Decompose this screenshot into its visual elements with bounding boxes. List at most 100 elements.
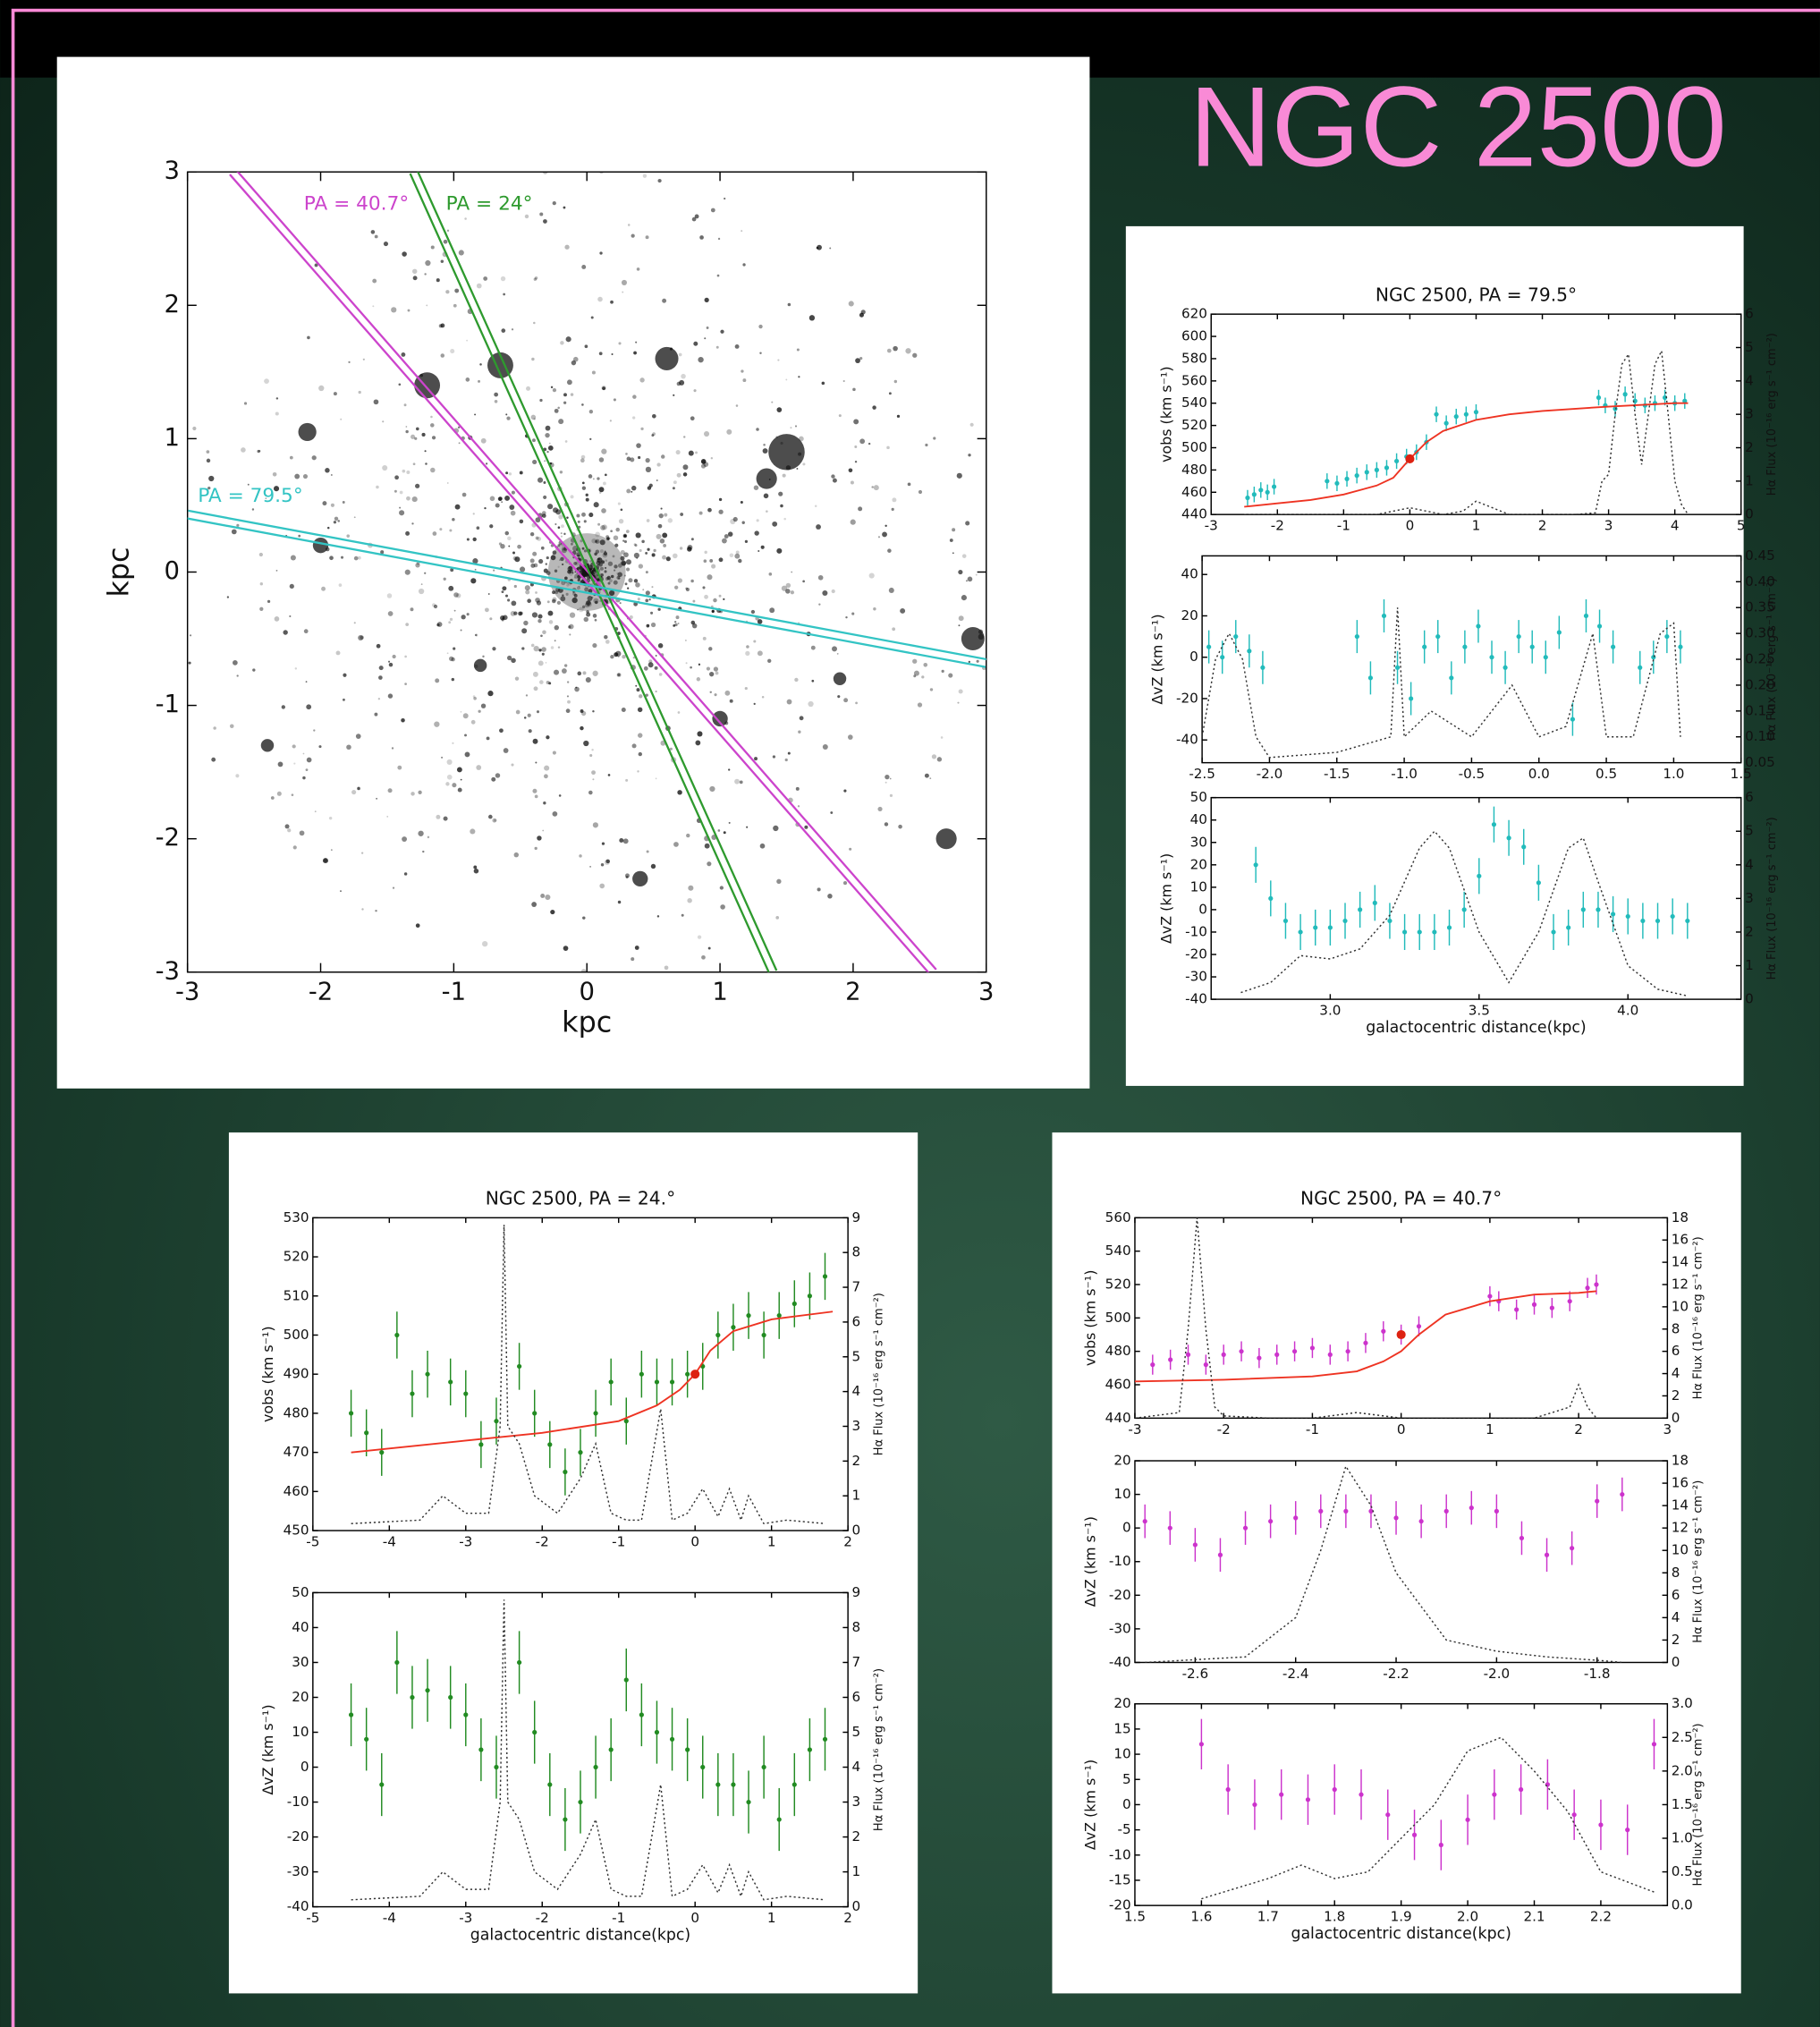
data-point: [1257, 1355, 1262, 1361]
y2-tick-label: 1: [1745, 957, 1754, 973]
galaxy-speck: [785, 378, 788, 381]
galaxy-speck: [501, 328, 506, 333]
data-point: [563, 1469, 568, 1475]
y-tick-label: 540: [1105, 1242, 1131, 1259]
galaxy-speck: [535, 517, 541, 523]
galaxy-speck: [592, 614, 597, 618]
galaxy-speck: [446, 482, 449, 484]
data-point: [1567, 1299, 1572, 1304]
galaxy-speck: [513, 611, 518, 615]
galaxy-speck: [796, 348, 800, 352]
galaxy-speck: [593, 502, 599, 508]
data-point: [1417, 929, 1422, 935]
y-tick-label: 20: [292, 1689, 309, 1705]
data-point: [1566, 925, 1571, 930]
galaxy-speck: [913, 674, 917, 678]
galaxy-speck: [638, 694, 643, 699]
galaxy-speck: [476, 526, 480, 530]
galaxy-speck: [406, 496, 411, 501]
galaxy-speck: [538, 614, 543, 619]
data-point: [1401, 929, 1408, 935]
galaxy-speck: [458, 442, 461, 445]
galaxy-speck: [783, 517, 786, 521]
data-point: [1242, 1525, 1249, 1531]
galaxy-speck: [831, 474, 835, 479]
galaxy-speck: [430, 467, 436, 473]
galaxy-speck: [538, 660, 544, 666]
data-point: [1514, 1307, 1519, 1312]
galaxy-speck: [450, 568, 454, 572]
x-tick-label: 1.0: [1663, 766, 1684, 782]
galaxy-speck: [448, 585, 454, 591]
galaxy-speck: [392, 654, 396, 659]
galaxy-speck: [741, 369, 744, 373]
galaxy-speck: [355, 734, 361, 739]
galaxy-speck: [402, 836, 408, 842]
y2-tick-label: 3: [851, 1794, 860, 1810]
galaxy-speck: [605, 473, 607, 477]
y-tick-label: 0: [1189, 649, 1198, 665]
data-point: [1334, 480, 1340, 486]
galaxy-speck: [680, 513, 684, 516]
data-point: [1432, 929, 1437, 935]
galaxy-speck: [452, 783, 457, 788]
galaxy-speck: [653, 548, 656, 553]
galaxy-speck: [533, 277, 538, 281]
galaxy-speck: [405, 530, 411, 536]
galaxy-speck: [610, 300, 614, 304]
galaxy-speck: [821, 381, 825, 386]
data-point: [1318, 1508, 1324, 1514]
galaxy-speck: [292, 744, 296, 749]
galaxy-speck: [430, 423, 435, 428]
galaxy-speck: [554, 522, 557, 526]
galaxy-speck: [465, 377, 470, 382]
y2-tick-label: 8: [851, 1619, 860, 1635]
data-point: [623, 1677, 629, 1683]
galaxy-speck: [404, 683, 407, 686]
galaxy-speck: [628, 578, 633, 583]
galaxy-speck: [440, 259, 444, 263]
galaxy-speck: [386, 816, 389, 818]
galaxy-speck: [500, 276, 506, 282]
galaxy-speck: [898, 824, 902, 829]
galaxy-speck: [414, 437, 418, 440]
data-point: [731, 1782, 736, 1787]
galaxy-speck: [871, 486, 874, 488]
galaxy-speck: [340, 556, 344, 559]
galaxy-speck: [425, 259, 431, 267]
galaxy-speck: [277, 761, 284, 768]
galaxy-speck: [407, 309, 411, 312]
data-point: [1596, 623, 1603, 629]
galaxy-speck: [480, 703, 487, 708]
hii-region: [312, 537, 329, 554]
galaxy-speck: [542, 829, 545, 832]
galaxy-speck: [948, 673, 953, 678]
galaxy-speck: [729, 699, 733, 703]
galaxy-speck: [539, 680, 544, 684]
galaxy-speck: [541, 647, 546, 652]
galaxy-speck: [600, 524, 606, 530]
x-tick-label: 0.5: [1596, 766, 1617, 782]
galaxy-speck: [718, 497, 723, 502]
galaxy-speck: [550, 386, 554, 389]
data-point: [1327, 925, 1333, 930]
galaxy-speck: [572, 546, 579, 552]
data-point: [700, 1764, 706, 1770]
galaxy-speck: [684, 639, 687, 641]
galaxy-speck: [562, 594, 564, 597]
galaxy-speck: [886, 348, 892, 353]
galaxy-speck: [706, 666, 711, 671]
data-point: [1434, 411, 1439, 417]
galaxy-speck: [487, 691, 494, 697]
galaxy-speck: [656, 533, 662, 539]
galaxy-speck: [713, 598, 717, 603]
galaxy-speck: [473, 865, 478, 869]
galaxy-speck: [573, 576, 576, 579]
galaxy-speck: [565, 336, 571, 343]
galaxy-speck: [585, 493, 588, 496]
galaxy-speck: [605, 535, 610, 539]
galaxy-speck: [377, 698, 381, 700]
galaxy-speck: [358, 634, 364, 641]
y2-tick-label: 0.5: [1672, 1863, 1693, 1879]
